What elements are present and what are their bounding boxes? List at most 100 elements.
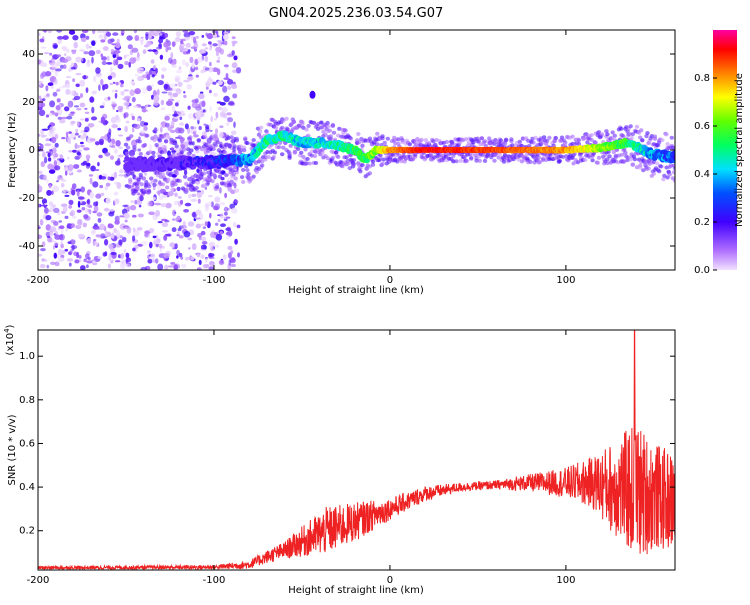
noise-point bbox=[104, 120, 109, 125]
noise-point bbox=[125, 252, 130, 259]
noise-point bbox=[215, 51, 220, 57]
noise-point bbox=[208, 241, 216, 248]
noise-point bbox=[111, 89, 115, 93]
snr-y-tick-label: 0.2 bbox=[19, 526, 35, 537]
ridge-halo-point bbox=[188, 141, 193, 146]
noise-point bbox=[111, 43, 116, 46]
noise-point bbox=[194, 216, 198, 220]
ridge-halo-point bbox=[607, 154, 612, 159]
noise-point bbox=[111, 124, 118, 129]
ridge-halo-point bbox=[281, 145, 286, 150]
noise-point bbox=[196, 267, 202, 270]
noise-point bbox=[67, 156, 70, 160]
noise-point bbox=[117, 63, 124, 70]
ridge-halo-point bbox=[469, 155, 474, 160]
ridge-halo-point bbox=[166, 177, 171, 182]
noise-point bbox=[167, 91, 173, 96]
ridge-halo-point bbox=[215, 140, 220, 145]
noise-point bbox=[62, 64, 67, 69]
noise-point bbox=[50, 261, 56, 265]
noise-point bbox=[131, 127, 135, 133]
noise-point bbox=[115, 89, 118, 93]
noise-point bbox=[65, 88, 71, 95]
ridge-halo-point bbox=[284, 116, 289, 121]
ridge-halo-point bbox=[276, 145, 282, 150]
ridge-halo-point bbox=[124, 151, 130, 156]
noise-point bbox=[178, 252, 183, 258]
snr-y-tick-label: 0.6 bbox=[19, 438, 35, 449]
spectrogram-x-tick-label: -100 bbox=[203, 275, 226, 286]
ridge-halo-point bbox=[595, 160, 601, 165]
noise-point bbox=[163, 234, 168, 241]
noise-point bbox=[98, 34, 104, 39]
colorbar-tick-label: 0.2 bbox=[694, 217, 710, 228]
noise-point bbox=[217, 106, 223, 111]
noise-point bbox=[53, 78, 58, 85]
noise-point bbox=[54, 242, 59, 246]
noise-point bbox=[231, 257, 236, 262]
noise-point bbox=[57, 35, 64, 40]
noise-point bbox=[207, 66, 214, 73]
ridge-halo-point bbox=[344, 155, 349, 160]
noise-point bbox=[179, 235, 184, 239]
noise-point bbox=[117, 154, 124, 158]
ridge-halo-point bbox=[213, 143, 218, 148]
noise-point bbox=[114, 219, 120, 225]
noise-point bbox=[102, 46, 109, 51]
noise-point bbox=[38, 59, 42, 65]
noise-point bbox=[77, 144, 80, 149]
frequency-ridge bbox=[123, 90, 675, 196]
noise-point bbox=[114, 198, 120, 205]
noise-point bbox=[186, 50, 191, 55]
noise-point bbox=[122, 204, 129, 207]
ridge-halo-point bbox=[509, 137, 514, 142]
ridge-halo-point bbox=[610, 130, 615, 135]
ridge-halo-point bbox=[559, 135, 565, 140]
noise-point bbox=[82, 30, 89, 33]
ridge-halo-point bbox=[612, 133, 617, 138]
ridge-halo-point bbox=[309, 149, 314, 154]
noise-point bbox=[113, 59, 117, 66]
ridge-halo-point bbox=[177, 135, 182, 140]
noise-point bbox=[217, 80, 223, 86]
noise-point bbox=[73, 41, 78, 49]
ridge-halo-point bbox=[652, 136, 658, 141]
noise-point bbox=[66, 136, 71, 143]
noise-point bbox=[206, 33, 214, 40]
noise-point bbox=[167, 127, 172, 131]
noise-point bbox=[80, 145, 85, 148]
noise-point bbox=[133, 229, 140, 237]
noise-point bbox=[200, 189, 205, 195]
noise-point bbox=[106, 62, 113, 65]
noise-point bbox=[205, 257, 208, 263]
noise-point bbox=[91, 90, 97, 95]
ridge-halo-point bbox=[201, 171, 207, 176]
ridge-halo-point bbox=[533, 135, 538, 140]
colorbar-tick-label: 0.6 bbox=[694, 121, 710, 132]
snr-y-tick-label: 1.0 bbox=[19, 351, 35, 362]
ridge-halo-point bbox=[311, 120, 317, 125]
noise-point bbox=[49, 232, 54, 237]
ridge-halo-point bbox=[457, 140, 462, 145]
ridge-halo-point bbox=[665, 175, 670, 180]
noise-point bbox=[57, 88, 61, 92]
noise-point bbox=[38, 253, 43, 257]
noise-point bbox=[80, 265, 86, 270]
noise-point bbox=[153, 127, 158, 134]
ridge-halo-point bbox=[171, 153, 176, 158]
noise-point bbox=[68, 150, 73, 153]
noise-point bbox=[118, 134, 124, 137]
noise-point bbox=[78, 149, 82, 152]
noise-point bbox=[68, 251, 72, 256]
ridge-halo-point bbox=[358, 169, 363, 174]
noise-point bbox=[164, 32, 169, 38]
noise-point bbox=[137, 213, 144, 218]
noise-point bbox=[97, 162, 100, 167]
noise-point bbox=[38, 153, 41, 157]
noise-point bbox=[48, 184, 52, 189]
noise-point bbox=[134, 73, 139, 77]
noise-point bbox=[151, 74, 155, 78]
ridge-halo-point bbox=[306, 133, 311, 138]
noise-point bbox=[191, 99, 198, 104]
noise-point bbox=[107, 224, 114, 229]
